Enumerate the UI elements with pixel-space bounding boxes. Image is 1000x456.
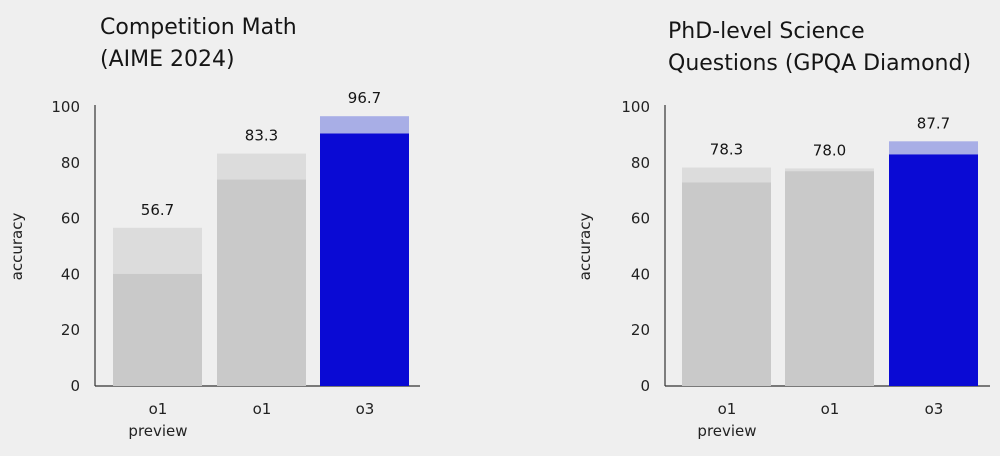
chart-1-title-line: (AIME 2024) xyxy=(100,47,235,72)
chart-2-bar-value-label: 78.3 xyxy=(710,141,743,159)
chart-1-y-tick-label: 80 xyxy=(61,154,80,172)
chart-1-y-axis-label: accuracy xyxy=(8,213,26,281)
chart-1-bar-value-label: 56.7 xyxy=(141,201,174,219)
chart-2-bar-base-segment xyxy=(785,171,874,386)
chart-1-bar-base-segment xyxy=(113,273,202,386)
chart-2-x-tick-label: o1 xyxy=(718,400,737,418)
chart-2-y-tick-label: 80 xyxy=(631,154,650,172)
chart-2-bar-value-label: 87.7 xyxy=(917,114,950,132)
chart-2-y-axis-label: accuracy xyxy=(576,213,594,281)
chart-2-bar-base-segment xyxy=(682,182,771,386)
chart-1-bar-value-label: 96.7 xyxy=(348,89,381,107)
chart-2-title-line: PhD-level Science xyxy=(668,19,865,44)
chart-1-bar-base-segment xyxy=(320,133,409,386)
chart-1-bar-top-segment xyxy=(217,153,306,180)
chart-1-x-tick-label: o3 xyxy=(356,400,375,418)
chart-2-title-line: Questions (GPQA Diamond) xyxy=(668,51,971,76)
chart-2-x-tick-label: o3 xyxy=(925,400,944,418)
chart-1-x-tick-label: preview xyxy=(128,422,187,440)
chart-1-title-line: Competition Math xyxy=(100,15,297,40)
chart-2-x-tick-label: preview xyxy=(697,422,756,440)
chart-1-y-tick-label: 20 xyxy=(61,321,80,339)
chart-2-y-tick-label: 0 xyxy=(640,377,650,395)
chart-2-y-tick-label: 40 xyxy=(631,265,650,283)
chart-2-y-tick-label: 100 xyxy=(621,98,650,116)
chart-1-bar-top-segment xyxy=(320,116,409,134)
chart-1-y-tick-label: 60 xyxy=(61,210,80,228)
chart-2-x-tick-label: o1 xyxy=(821,400,840,418)
chart-2-bar-top-segment xyxy=(682,167,771,183)
chart-2-y-tick-label: 60 xyxy=(631,210,650,228)
chart-1-y-tick-label: 0 xyxy=(70,377,80,395)
chart-2-bar-base-segment xyxy=(889,154,978,386)
chart-2-bar-top-segment xyxy=(785,168,874,172)
chart-1-x-tick-label: o1 xyxy=(149,400,168,418)
chart-1-bar-value-label: 83.3 xyxy=(245,127,278,145)
chart-2-bar-value-label: 78.0 xyxy=(813,141,846,159)
chart-2-bar-top-segment xyxy=(889,141,978,155)
chart-1-bar-top-segment xyxy=(113,227,202,274)
chart-1-x-tick-label: o1 xyxy=(253,400,272,418)
chart-1-y-tick-label: 100 xyxy=(51,98,80,116)
chart-1-bar-base-segment xyxy=(217,179,306,386)
chart-2-y-tick-label: 20 xyxy=(631,321,650,339)
chart-1-y-tick-label: 40 xyxy=(61,265,80,283)
